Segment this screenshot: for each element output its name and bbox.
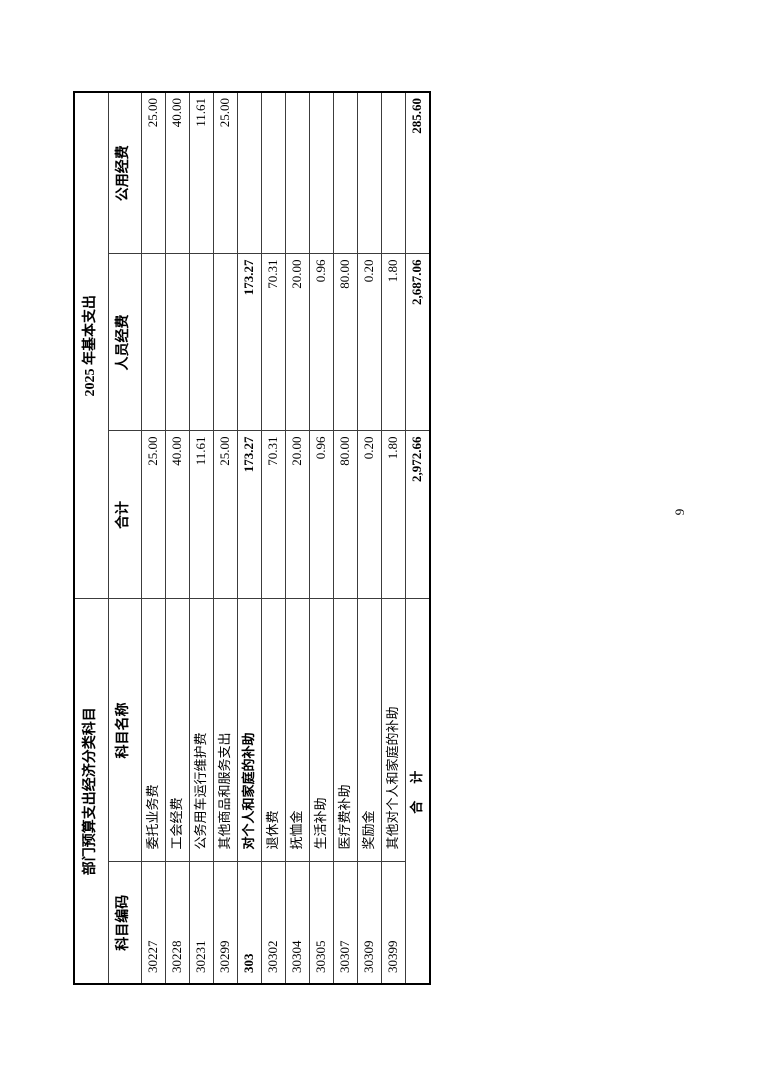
table-row: 30309 奖励金 0.20 0.20: [357, 91, 381, 984]
table-row: 30399 其他对个人和家庭的补助 1.80 1.80: [381, 91, 405, 984]
page-number: 9: [672, 508, 687, 516]
cell-total: 1.80: [381, 431, 405, 599]
cell-personnel: [189, 254, 213, 431]
cell-public: [309, 91, 333, 254]
cell-name: 其他商品和服务支出: [213, 599, 237, 862]
cell-personnel: 173.27: [237, 254, 261, 431]
total-row-public: 285.60: [405, 91, 430, 254]
cell-code: 30302: [261, 862, 285, 984]
cell-code: 30228: [165, 862, 189, 984]
cell-code: 30231: [189, 862, 213, 984]
cell-personnel: 1.80: [381, 254, 405, 431]
table-total-row: 合 计 2,972.66 2,687.06 285.60: [405, 91, 430, 984]
cell-name: 退休费: [261, 599, 285, 862]
cell-name: 生活补助: [309, 599, 333, 862]
cell-personnel: [213, 254, 237, 431]
cell-name: 工会经费: [165, 599, 189, 862]
cell-personnel: [141, 254, 165, 431]
cell-public: 25.00: [141, 91, 165, 254]
table-row: 30299 其他商品和服务支出 25.00 25.00: [213, 91, 237, 984]
cell-name: 其他对个人和家庭的补助: [381, 599, 405, 862]
cell-total: 11.61: [189, 431, 213, 599]
cell-code: 30304: [285, 862, 309, 984]
cell-personnel: 20.00: [285, 254, 309, 431]
cell-code: 30309: [357, 862, 381, 984]
table-row: 30307 医疗费补助 80.00 80.00: [333, 91, 357, 984]
cell-total: 25.00: [141, 431, 165, 599]
cell-total: 0.96: [309, 431, 333, 599]
table-row: 30228 工会经费 40.00 40.00: [165, 91, 189, 984]
column-header-public: 公用经费: [108, 91, 141, 254]
column-header-code: 科目编码: [108, 862, 141, 984]
cell-code: 30227: [141, 862, 165, 984]
cell-code: 30399: [381, 862, 405, 984]
column-header-personnel: 人员经费: [108, 254, 141, 431]
column-header-name: 科目名称: [108, 599, 141, 862]
cell-personnel: 0.96: [309, 254, 333, 431]
cell-total: 0.20: [357, 431, 381, 599]
cell-total: 20.00: [285, 431, 309, 599]
rotated-table-container: 部门预算支出经济分类科目 2025 年基本支出 科目编码 科目名称 合计 人员经…: [73, 90, 431, 985]
cell-personnel: 70.31: [261, 254, 285, 431]
cell-total: 80.00: [333, 431, 357, 599]
cell-name: 委托业务费: [141, 599, 165, 862]
year-header: 2025 年基本支出: [74, 91, 108, 599]
column-header-total: 合计: [108, 431, 141, 599]
cell-total: 70.31: [261, 431, 285, 599]
cell-public: 11.61: [189, 91, 213, 254]
cell-code: 30307: [333, 862, 357, 984]
table-row: 30304 抚恤金 20.00 20.00: [285, 91, 309, 984]
total-row-total: 2,972.66: [405, 431, 430, 599]
cell-personnel: [165, 254, 189, 431]
table-row: 30231 公务用车运行维护费 11.61 11.61: [189, 91, 213, 984]
cell-public: [237, 91, 261, 254]
budget-classification-table: 部门预算支出经济分类科目 2025 年基本支出 科目编码 科目名称 合计 人员经…: [73, 90, 431, 985]
cell-personnel: 80.00: [333, 254, 357, 431]
cell-name: 公务用车运行维护费: [189, 599, 213, 862]
total-row-label: 合 计: [405, 599, 430, 984]
cell-name: 抚恤金: [285, 599, 309, 862]
cell-public: [357, 91, 381, 254]
cell-name: 奖励金: [357, 599, 381, 862]
table-title: 部门预算支出经济分类科目: [74, 599, 108, 984]
table-row-subtotal: 303 对个人和家庭的补助 173.27 173.27: [237, 91, 261, 984]
cell-total: 173.27: [237, 431, 261, 599]
table-title-row: 部门预算支出经济分类科目 2025 年基本支出: [74, 91, 108, 984]
cell-name: 医疗费补助: [333, 599, 357, 862]
cell-public: [333, 91, 357, 254]
cell-name: 对个人和家庭的补助: [237, 599, 261, 862]
cell-personnel: 0.20: [357, 254, 381, 431]
cell-public: 25.00: [213, 91, 237, 254]
cell-code: 30305: [309, 862, 333, 984]
table-row: 30302 退休费 70.31 70.31: [261, 91, 285, 984]
cell-public: 40.00: [165, 91, 189, 254]
table-header-row: 科目编码 科目名称 合计 人员经费 公用经费: [108, 91, 141, 984]
cell-total: 40.00: [165, 431, 189, 599]
cell-code: 30299: [213, 862, 237, 984]
cell-code: 303: [237, 862, 261, 984]
cell-total: 25.00: [213, 431, 237, 599]
cell-public: [285, 91, 309, 254]
cell-public: [381, 91, 405, 254]
total-row-personnel: 2,687.06: [405, 254, 430, 431]
cell-public: [261, 91, 285, 254]
table-row: 30305 生活补助 0.96 0.96: [309, 91, 333, 984]
table-row: 30227 委托业务费 25.00 25.00: [141, 91, 165, 984]
